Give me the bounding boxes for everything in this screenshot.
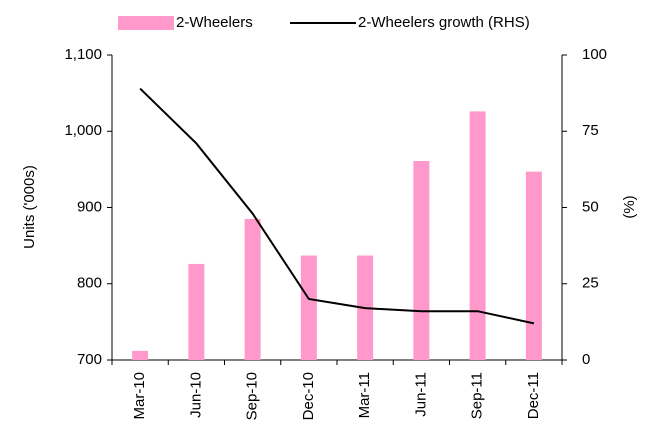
y-tick-label: 1,100 (64, 46, 102, 63)
y-tick-label: 700 (77, 351, 102, 368)
y2-tick-label: 25 (582, 275, 599, 292)
bar (300, 255, 317, 360)
y-tick-label: 1,000 (64, 122, 102, 139)
x-tick-label: Mar-11 (356, 372, 373, 418)
bar (244, 218, 261, 360)
y-tick-label: 800 (77, 275, 102, 292)
line (139, 87, 535, 325)
x-tick-label: Mar-10 (131, 372, 148, 420)
x-tick-label: Dec-11 (525, 372, 542, 419)
bar (469, 111, 486, 360)
x-tick-label: Sep-11 (469, 372, 486, 419)
legend-label: 2-Wheelers growth (RHS) (358, 14, 530, 31)
y2-tick-label: 50 (582, 198, 599, 215)
x-tick-label: Dec-10 (300, 372, 317, 420)
y-tick-label: 900 (77, 198, 102, 215)
legend-swatch (118, 16, 174, 30)
y2-axis-label: (%) (621, 195, 638, 218)
y2-tick-label: 100 (582, 46, 607, 63)
x-tick-label: Jun-10 (187, 372, 204, 418)
y-axis-label: Units ('000s) (21, 165, 38, 249)
y2-tick-label: 0 (582, 351, 590, 368)
y2-tick-label: 75 (582, 122, 599, 139)
x-tick-label: Jun-11 (412, 372, 429, 417)
legend-label: 2-Wheelers (176, 14, 253, 31)
bar (525, 171, 542, 360)
bar (132, 350, 149, 360)
bar (413, 160, 430, 360)
x-tick-label: Sep-10 (244, 372, 261, 420)
bar (188, 263, 205, 360)
